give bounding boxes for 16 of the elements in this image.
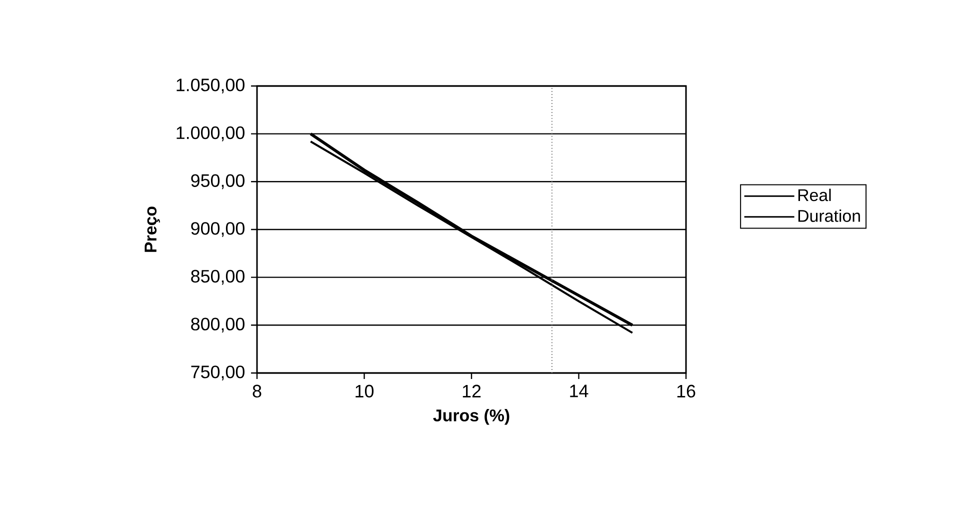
legend-label: Real	[798, 188, 831, 202]
y-tick-label: 750,00	[191, 366, 244, 380]
x-tick-label: 10	[356, 384, 374, 398]
y-tick-label: 850,00	[191, 270, 244, 285]
y-tick-label: 800,00	[191, 318, 244, 333]
y-tick-label: 1.050,00	[176, 78, 244, 94]
x-tick-label: 16	[677, 384, 696, 398]
y-axis-title: Preço	[144, 206, 160, 252]
y-tick-label: 1.000,00	[176, 126, 244, 142]
legend-label: Duration	[798, 210, 860, 222]
x-axis-title: Juros (%)	[433, 409, 510, 425]
x-tick-label: 8	[252, 384, 262, 398]
x-tick-label: 12	[462, 384, 481, 398]
y-tick-label: 950,00	[191, 174, 244, 190]
y-tick-label: 900,00	[191, 222, 244, 237]
x-tick-label: 14	[570, 384, 588, 398]
